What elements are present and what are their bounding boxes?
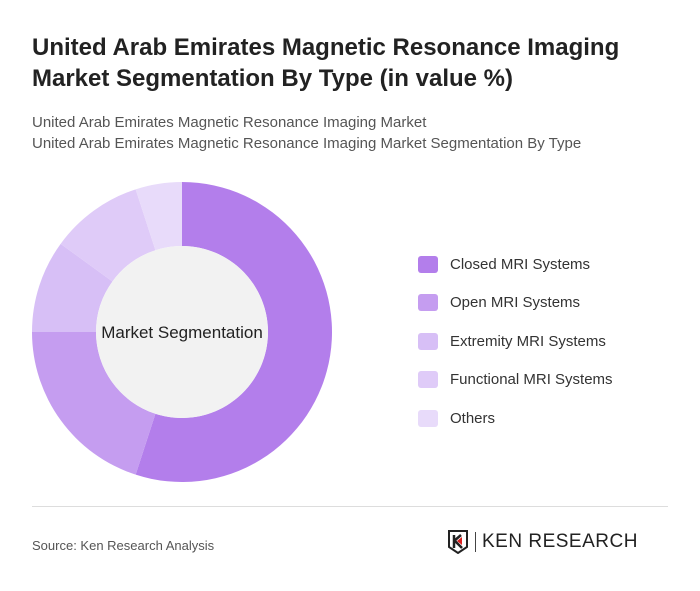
divider (32, 506, 668, 507)
legend-item: Closed MRI Systems (418, 245, 613, 284)
logo-shield-icon (448, 530, 468, 554)
ken-research-logo: KEN RESEARCH (447, 530, 638, 554)
legend-swatch (418, 294, 438, 312)
legend-item: Functional MRI Systems (418, 361, 613, 400)
subtitle-segmentation: United Arab Emirates Magnetic Resonance … (32, 135, 582, 152)
subtitle-market: United Arab Emirates Magnetic Resonance … (32, 114, 427, 131)
legend-swatch (418, 255, 438, 273)
donut-slice-open-mri-systems (32, 332, 156, 475)
legend-swatch (418, 409, 438, 427)
legend-label: Extremity MRI Systems (450, 332, 606, 350)
legend-label: Closed MRI Systems (450, 255, 591, 273)
chart-title: United Arab Emirates Magnetic Resonance … (32, 34, 620, 92)
legend-label: Others (450, 409, 496, 427)
donut-slice-functional-mri-systems (60, 189, 156, 282)
donut-slice-extremity-mri-systems (32, 243, 113, 332)
legend-item: Open MRI Systems (418, 284, 613, 323)
donut-slice-others (135, 182, 182, 251)
legend-swatch (418, 371, 438, 389)
donut-hole (96, 246, 268, 418)
logo-divider (475, 532, 476, 552)
source-note: Source: Ken Research Analysis (32, 538, 215, 553)
legend: Closed MRI Systems Open MRI Systems Extrem… (418, 245, 613, 438)
legend-swatch (418, 332, 438, 350)
donut-chart: Market Segmentation (32, 182, 332, 482)
legend-label: Functional MRI Systems (450, 371, 613, 389)
legend-item: Others (418, 399, 613, 438)
center-label: Market Segmentation (101, 323, 263, 342)
legend-label: Open MRI Systems (450, 294, 581, 312)
donut-slice-closed-mri-systems (135, 182, 332, 482)
logo-text: KEN RESEARCH (482, 531, 638, 552)
legend-item: Extremity MRI Systems (418, 322, 613, 361)
